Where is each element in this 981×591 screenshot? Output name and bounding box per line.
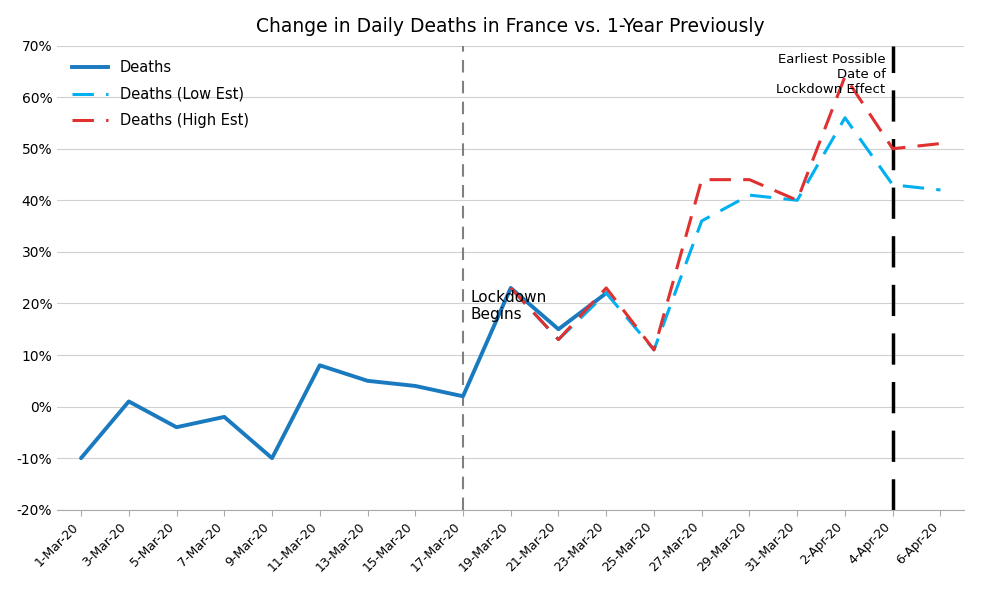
Legend: Deaths, Deaths (Low Est), Deaths (High Est): Deaths, Deaths (Low Est), Deaths (High E… [65,53,256,136]
Text: Earliest Possible
Date of
Lockdown Effect: Earliest Possible Date of Lockdown Effec… [776,53,886,96]
Title: Change in Daily Deaths in France vs. 1-Year Previously: Change in Daily Deaths in France vs. 1-Y… [256,17,765,35]
Text: Lockdown
Begins: Lockdown Begins [470,290,546,322]
